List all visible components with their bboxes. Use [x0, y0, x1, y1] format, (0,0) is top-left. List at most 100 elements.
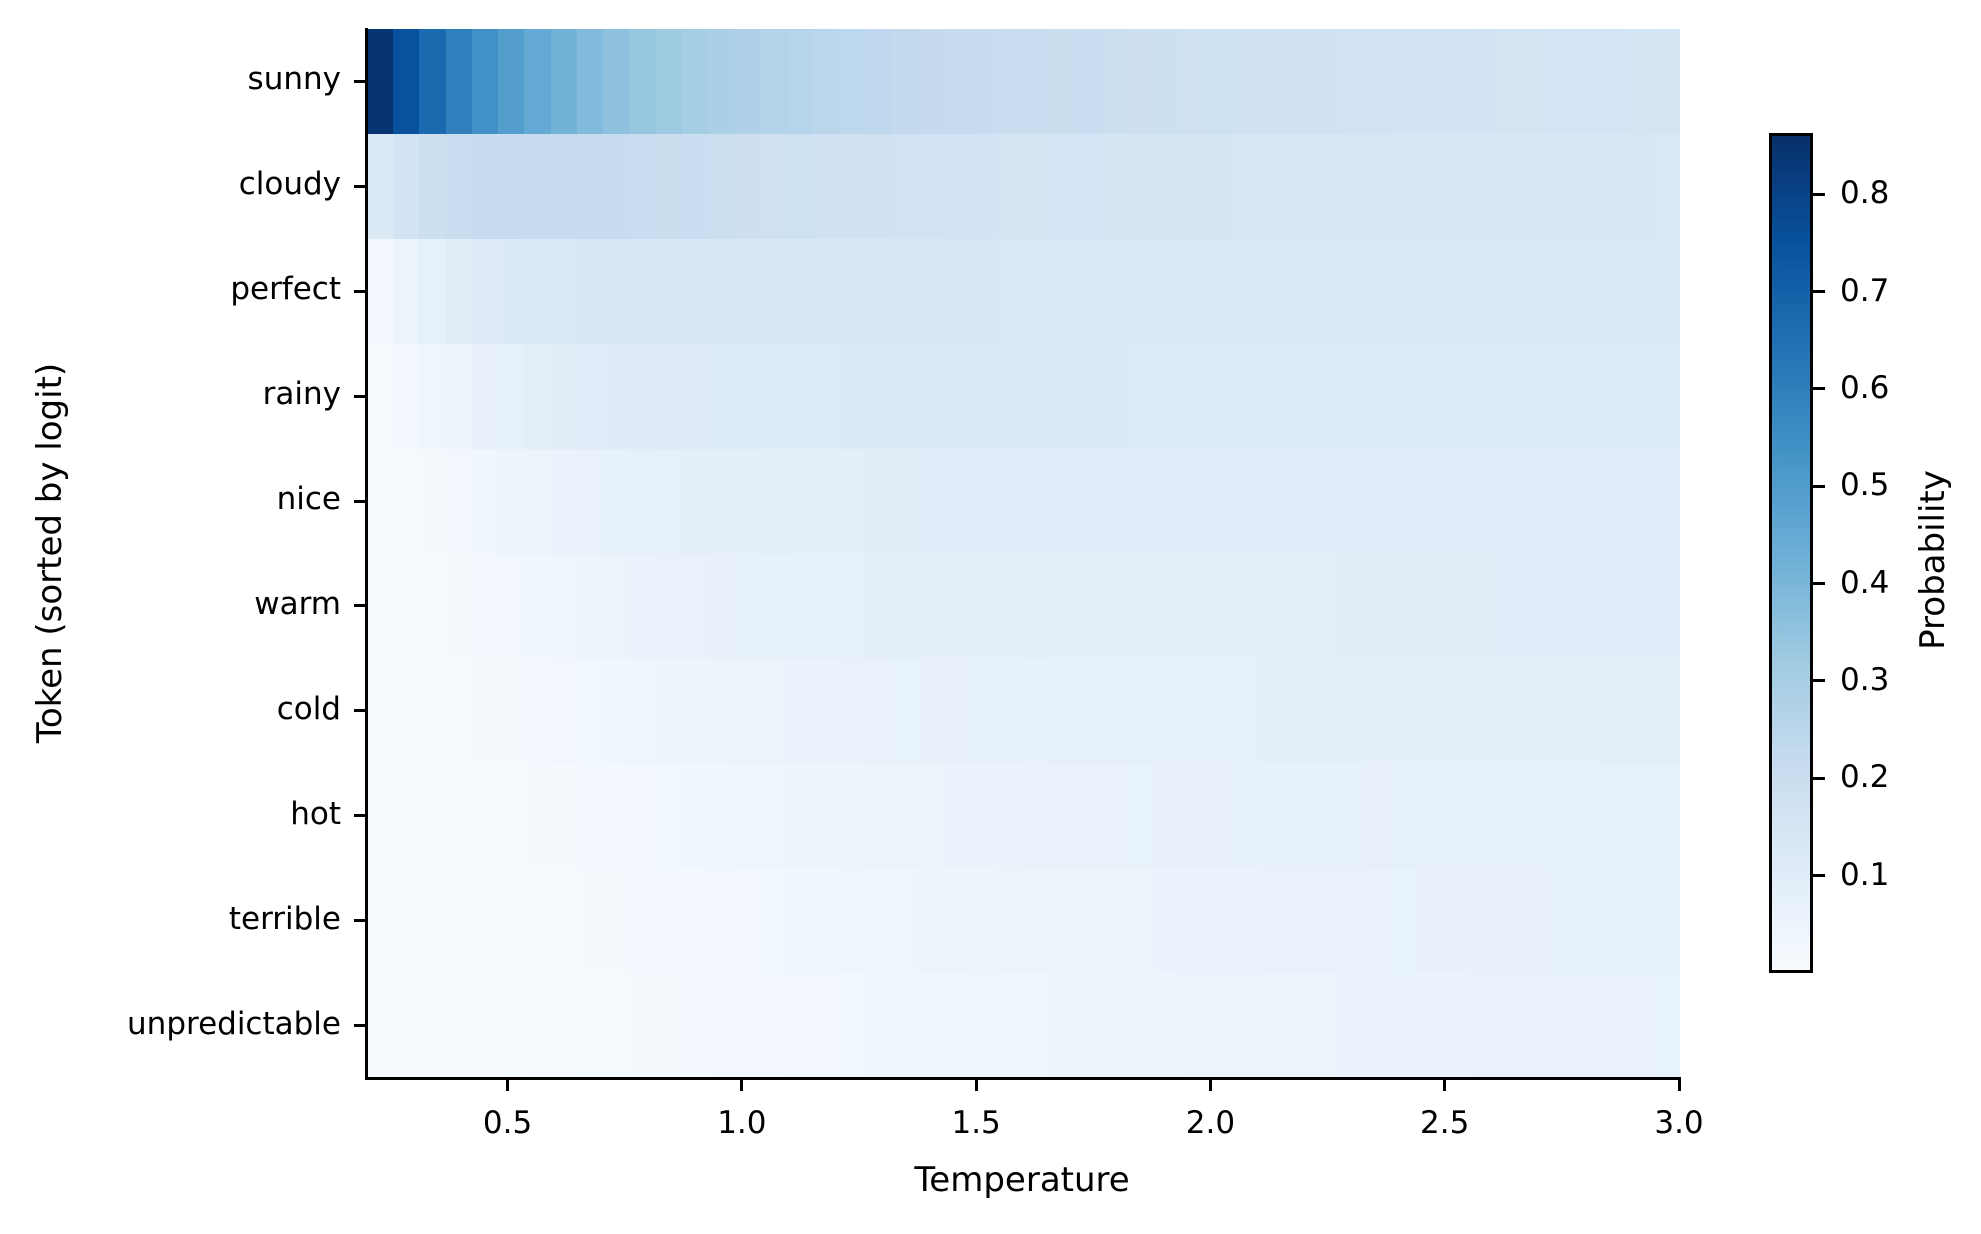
heatmap-cell [839, 238, 867, 345]
heatmap-cell [1469, 448, 1496, 555]
heatmap-cell [1075, 973, 1103, 1079]
heatmap-cell [655, 133, 683, 240]
heatmap-cell [1364, 763, 1391, 869]
heatmap-cell [786, 343, 814, 450]
heatmap-cell [1180, 133, 1208, 240]
heatmap-cell [1101, 868, 1129, 974]
heatmap-cell [1364, 973, 1391, 1079]
heatmap-cell [1521, 973, 1549, 1079]
heatmap-cell [918, 448, 945, 555]
heatmap-cell [629, 868, 657, 974]
heatmap-cell [471, 868, 499, 974]
heatmap-cell [1652, 553, 1680, 659]
heatmap-cell [445, 29, 473, 135]
heatmap-cell [944, 238, 972, 345]
heatmap-cell [603, 448, 630, 555]
y-tick-mark [354, 499, 366, 503]
heatmap-cell [1180, 448, 1208, 555]
heatmap-cell [1547, 133, 1575, 240]
heatmap-cell [1416, 238, 1444, 345]
heatmap-cell [1049, 973, 1077, 1079]
heatmap-cell [918, 133, 945, 240]
x-tick-mark [1208, 1079, 1212, 1091]
heatmap-cell [813, 343, 840, 450]
heatmap-cell [1600, 658, 1628, 764]
heatmap-cell [1495, 763, 1523, 869]
heatmap-cell [786, 973, 814, 1079]
heatmap-cell [813, 553, 840, 659]
colorbar-tick-mark [1813, 776, 1825, 780]
heatmap-cell [603, 763, 630, 869]
heatmap-cell [970, 343, 998, 450]
heatmap-cell [1127, 658, 1155, 764]
heatmap-cell [1547, 343, 1575, 450]
heatmap-cell [839, 868, 867, 974]
heatmap-cell [918, 973, 945, 1079]
heatmap-cell [1049, 29, 1077, 135]
heatmap-cell [1232, 343, 1260, 450]
heatmap-cell [918, 763, 945, 869]
heatmap-cell [629, 29, 657, 135]
heatmap-cell [1311, 553, 1339, 659]
heatmap-cell [1337, 29, 1365, 135]
heatmap-cell [655, 238, 683, 345]
heatmap-cell [603, 973, 630, 1079]
heatmap-cell [1285, 29, 1313, 135]
heatmap-cell [1232, 553, 1260, 659]
heatmap-cell [524, 238, 552, 345]
heatmap-cell [629, 133, 657, 240]
heatmap-cell [498, 658, 526, 764]
heatmap-cell [1364, 448, 1391, 555]
heatmap-cell [970, 448, 998, 555]
heatmap-cell [1364, 658, 1391, 764]
x-tick-mark [740, 1079, 744, 1091]
heatmap-cell [1390, 29, 1418, 135]
heatmap-cell [839, 133, 867, 240]
heatmap-cell [918, 658, 945, 764]
heatmap-cell [1600, 973, 1628, 1079]
heatmap-cell [1390, 658, 1418, 764]
heatmap-cell [681, 448, 709, 555]
heatmap-cell [1626, 448, 1654, 555]
heatmap-cell [734, 763, 762, 869]
heatmap-cell [1469, 133, 1496, 240]
heatmap-cell [1390, 238, 1418, 345]
heatmap-cell [1127, 868, 1155, 974]
heatmap-cell [813, 658, 840, 764]
heatmap-cell [1652, 133, 1680, 240]
heatmap-cell [1049, 238, 1077, 345]
colorbar-tick-label: 0.7 [1840, 272, 1890, 309]
heatmap-cell [576, 238, 604, 345]
heatmap-cell [996, 553, 1024, 659]
heatmap-cell [865, 133, 893, 240]
heatmap-cell [498, 553, 526, 659]
heatmap-cell [550, 973, 578, 1079]
heatmap-cell [708, 973, 735, 1079]
heatmap-cell [1600, 868, 1628, 974]
heatmap-cell [1154, 29, 1182, 135]
heatmap-cell [1469, 658, 1496, 764]
heatmap-cell [813, 868, 840, 974]
heatmap-cell [1652, 238, 1680, 345]
heatmap-cell [629, 553, 657, 659]
heatmap-cell [1259, 448, 1286, 555]
heatmap-cell [734, 133, 762, 240]
heatmap-cell [996, 238, 1024, 345]
heatmap-cell [839, 448, 867, 555]
heatmap-cell [655, 763, 683, 869]
heatmap-cell [813, 29, 840, 135]
heatmap-cell [367, 553, 394, 659]
heatmap-cell [708, 553, 735, 659]
heatmap-cell [1127, 133, 1155, 240]
heatmap-cell [734, 238, 762, 345]
heatmap-cell [1206, 553, 1234, 659]
heatmap-cell [1521, 29, 1549, 135]
heatmap-cell [944, 133, 972, 240]
heatmap-cell [1547, 238, 1575, 345]
heatmap-cell [944, 868, 972, 974]
heatmap-cell [629, 973, 657, 1079]
heatmap-cell [1416, 868, 1444, 974]
heatmap-cell [865, 29, 893, 135]
heatmap-cell [1574, 658, 1601, 764]
